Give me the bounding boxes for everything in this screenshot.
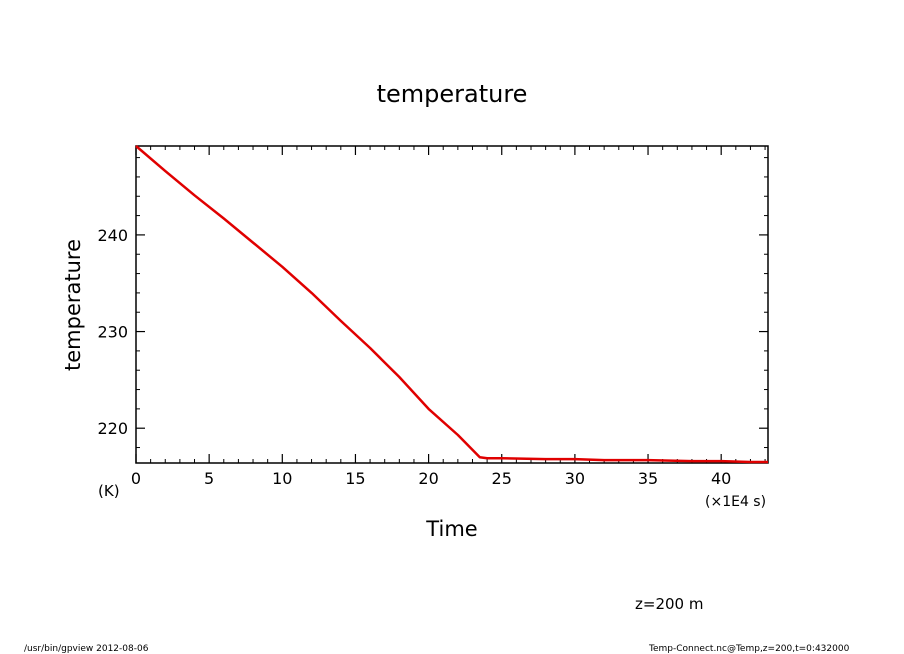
x-tick-label: 40: [711, 469, 731, 488]
footer-right-text: Temp-Connect.nc@Temp,z=200,t=0:432000: [648, 644, 850, 654]
x-tick-label: 20: [418, 469, 438, 488]
x-tick-label: 25: [492, 469, 512, 488]
chart-title: temperature: [377, 80, 528, 108]
x-tick-label: 10: [272, 469, 292, 488]
y-tick-label: 240: [97, 226, 128, 245]
x-tick-label: 30: [565, 469, 585, 488]
x-tick-label: 15: [345, 469, 365, 488]
axis-ticks: [135, 146, 768, 463]
y-units-label: (K): [98, 482, 120, 500]
x-tick-label: 35: [638, 469, 658, 488]
y-axis-label: temperature: [61, 239, 85, 371]
temperature-line: [135, 145, 768, 464]
x-tick-label: 5: [204, 469, 214, 488]
y-tick-label: 220: [97, 419, 128, 438]
x-axis-label: Time: [425, 517, 477, 541]
tick-labels: 0 5 10 15 20 25 30 35 40 220 230 240: [97, 226, 731, 488]
series-layer: [135, 145, 768, 464]
x-units-label: (×1E4 s): [705, 494, 766, 510]
footer-left-text: /usr/bin/gpview 2012-08-06: [24, 644, 149, 654]
plot-frame: [135, 145, 769, 464]
plot-border: [135, 145, 769, 464]
x-tick-label: 0: [131, 469, 141, 488]
y-tick-label: 230: [97, 323, 128, 342]
level-annotation: z=200 m: [635, 595, 703, 613]
